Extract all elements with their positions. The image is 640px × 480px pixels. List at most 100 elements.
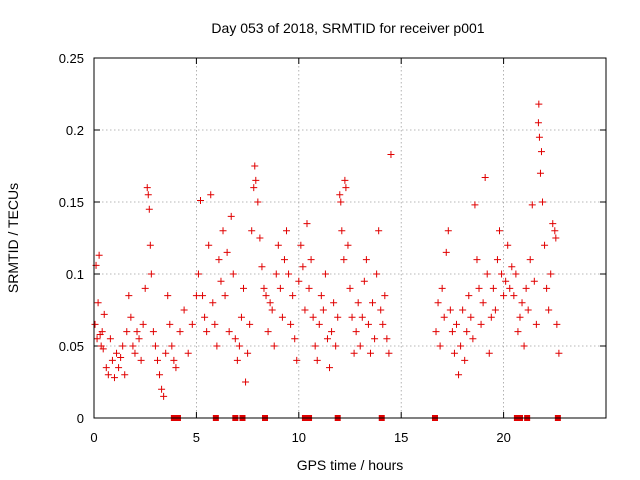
data-point	[196, 197, 204, 205]
data-point	[123, 328, 131, 336]
data-point	[541, 241, 549, 249]
data-point	[207, 191, 215, 199]
data-point	[489, 284, 497, 292]
data-point	[502, 277, 510, 285]
data-point	[93, 335, 101, 343]
data-point	[108, 356, 116, 364]
y-tick-label: 0.2	[66, 123, 84, 138]
data-point	[115, 364, 123, 372]
chart-title: Day 053 of 2018, SRMTID for receiver p00…	[211, 20, 484, 36]
data-point	[534, 119, 542, 127]
data-point	[94, 299, 102, 307]
data-point	[256, 234, 264, 242]
data-point	[246, 320, 254, 328]
x-tick-label: 15	[394, 430, 408, 445]
data-point	[215, 256, 223, 264]
x-tick-label: 10	[292, 430, 306, 445]
data-point	[377, 306, 385, 314]
data-point	[129, 342, 137, 350]
data-point	[369, 299, 377, 307]
data-point	[149, 328, 157, 336]
data-point	[341, 176, 349, 184]
data-point	[479, 299, 487, 307]
data-point	[362, 256, 370, 264]
data-point	[291, 335, 299, 343]
data-point	[146, 241, 154, 249]
data-point	[381, 292, 389, 300]
data-point	[340, 256, 348, 264]
data-point	[242, 378, 250, 386]
data-point	[184, 349, 192, 357]
data-point	[354, 299, 362, 307]
data-point	[147, 270, 155, 278]
data-point	[493, 256, 501, 264]
data-point	[387, 150, 395, 158]
data-point	[510, 292, 518, 300]
data-point	[141, 284, 149, 292]
data-point	[145, 205, 153, 213]
data-point	[528, 201, 536, 209]
data-point	[366, 349, 374, 357]
data-point	[307, 256, 315, 264]
data-point	[317, 292, 325, 300]
data-point	[113, 349, 121, 357]
data-point	[254, 198, 262, 206]
data-point	[121, 371, 129, 379]
data-points	[91, 100, 563, 400]
data-point	[336, 191, 344, 199]
data-point	[274, 241, 282, 249]
data-point	[539, 198, 547, 206]
data-point	[270, 342, 278, 350]
data-point	[225, 328, 233, 336]
data-point	[117, 354, 125, 362]
x-axis-label: GPS time / hours	[297, 457, 404, 473]
data-point	[295, 277, 303, 285]
data-point	[143, 184, 151, 192]
data-point	[330, 299, 338, 307]
data-point	[508, 263, 516, 271]
data-point	[348, 313, 356, 321]
data-point	[375, 227, 383, 235]
data-point	[514, 328, 522, 336]
data-point	[170, 356, 178, 364]
data-point	[475, 284, 483, 292]
grid-lines	[94, 58, 606, 418]
data-point	[285, 270, 293, 278]
data-point	[194, 270, 202, 278]
data-point	[364, 320, 372, 328]
data-point	[276, 284, 284, 292]
data-point	[473, 256, 481, 264]
plot-frame	[93, 57, 607, 419]
data-point	[303, 220, 311, 228]
data-point	[135, 335, 143, 343]
data-point	[319, 306, 327, 314]
data-point	[373, 270, 381, 278]
data-point	[337, 198, 345, 206]
data-point	[487, 313, 495, 321]
data-point	[432, 328, 440, 336]
y-tick-label: 0.1	[66, 267, 84, 282]
data-point	[166, 320, 174, 328]
data-point	[500, 292, 508, 300]
y-tick-label: 0.25	[59, 51, 84, 66]
data-point	[289, 292, 297, 300]
data-point	[524, 306, 532, 314]
data-point	[350, 349, 358, 357]
data-point	[520, 342, 528, 350]
data-point	[532, 320, 540, 328]
data-point	[168, 342, 176, 350]
data-point	[293, 356, 301, 364]
data-point	[438, 284, 446, 292]
data-point	[287, 320, 295, 328]
data-point	[344, 241, 352, 249]
data-point	[153, 356, 161, 364]
data-point	[280, 256, 288, 264]
data-point	[342, 184, 350, 192]
data-point	[110, 374, 118, 382]
data-point	[483, 270, 491, 278]
data-point	[385, 349, 393, 357]
data-point	[452, 320, 460, 328]
data-point	[244, 349, 252, 357]
data-point	[264, 328, 272, 336]
